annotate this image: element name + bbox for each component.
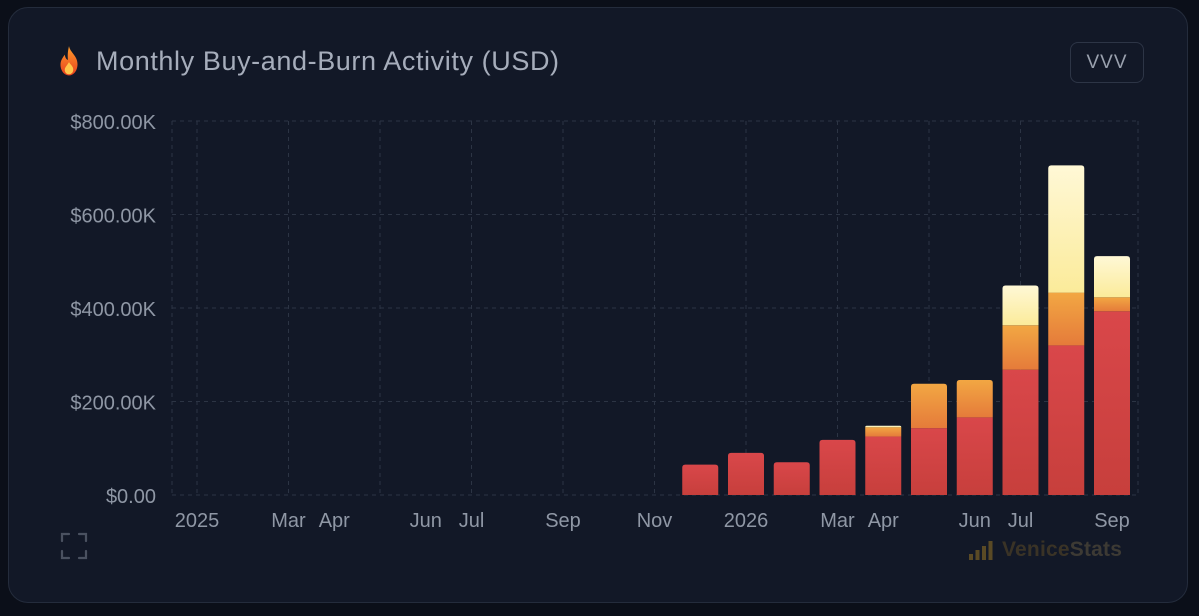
x-tick-label: Jun bbox=[959, 510, 991, 532]
bar-segment[interactable] bbox=[1048, 165, 1085, 293]
x-tick-label: Apr bbox=[868, 510, 899, 532]
bar-stack bbox=[1048, 165, 1085, 495]
bar-signal-icon bbox=[969, 541, 993, 560]
bar-segment[interactable] bbox=[1094, 297, 1130, 312]
y-tick-label: $800.00K bbox=[70, 112, 156, 134]
bar-stack bbox=[819, 439, 856, 495]
bar-segment[interactable] bbox=[865, 427, 902, 437]
bar-segment[interactable] bbox=[956, 417, 993, 495]
bar-segment[interactable] bbox=[1002, 325, 1039, 370]
chart-header: Monthly Buy-and-Burn Activity (USD) bbox=[52, 44, 560, 78]
bar-stack bbox=[682, 464, 719, 495]
bar-stack bbox=[1002, 285, 1039, 495]
x-tick-label: Nov bbox=[637, 510, 673, 532]
x-tick-label: Apr bbox=[319, 510, 350, 532]
bar-segment[interactable] bbox=[773, 462, 810, 495]
bar-stack bbox=[911, 383, 947, 495]
expand-icon[interactable] bbox=[60, 532, 88, 560]
x-tick-label: Sep bbox=[545, 510, 581, 532]
fire-icon bbox=[60, 46, 78, 76]
x-tick-label: 2025 bbox=[175, 510, 220, 532]
bar-segment[interactable] bbox=[1094, 256, 1130, 298]
x-tick-label: Jul bbox=[1008, 510, 1034, 532]
x-tick-label: Mar bbox=[820, 510, 855, 532]
bar-segment[interactable] bbox=[1002, 285, 1039, 326]
bar-stack bbox=[728, 452, 764, 495]
y-tick-label: $200.00K bbox=[70, 393, 156, 415]
bar-segment[interactable] bbox=[911, 383, 947, 429]
bar-stack bbox=[865, 425, 902, 495]
bar-segment[interactable] bbox=[911, 428, 947, 495]
x-tick-label: Mar bbox=[271, 510, 306, 532]
x-tick-label: Jul bbox=[459, 510, 485, 532]
bar-segment[interactable] bbox=[1048, 292, 1085, 346]
chart-title: Monthly Buy-and-Burn Activity (USD) bbox=[96, 45, 560, 76]
bar-segment[interactable] bbox=[682, 464, 719, 495]
bar-stack bbox=[1094, 256, 1130, 495]
bar-segment[interactable] bbox=[819, 439, 856, 495]
brand-name-first: Venice bbox=[1002, 538, 1070, 561]
brand-name-second: Stats bbox=[1069, 538, 1123, 561]
y-tick-label: $600.00K bbox=[70, 206, 156, 228]
bar-segment[interactable] bbox=[1048, 345, 1085, 495]
bar-stack bbox=[956, 379, 993, 495]
y-tick-label: $0.00 bbox=[106, 486, 156, 508]
bar-stack bbox=[773, 462, 810, 495]
bar-segment[interactable] bbox=[865, 436, 902, 495]
chart-card bbox=[8, 7, 1188, 603]
bar-segment[interactable] bbox=[728, 452, 764, 495]
token-selector-button[interactable]: VVV bbox=[1070, 42, 1144, 83]
x-tick-label: Sep bbox=[1094, 510, 1130, 532]
x-tick-label: Jun bbox=[410, 510, 442, 532]
brand-name: VeniceStats bbox=[1002, 538, 1122, 562]
bar-segment[interactable] bbox=[865, 425, 902, 428]
brand-watermark: VeniceStats bbox=[968, 538, 1122, 562]
x-tick-label: 2026 bbox=[724, 510, 769, 532]
bar-segment[interactable] bbox=[956, 379, 993, 418]
y-tick-label: $400.00K bbox=[70, 299, 156, 321]
bar-segment[interactable] bbox=[1094, 311, 1130, 495]
bar-segment[interactable] bbox=[1002, 369, 1039, 495]
